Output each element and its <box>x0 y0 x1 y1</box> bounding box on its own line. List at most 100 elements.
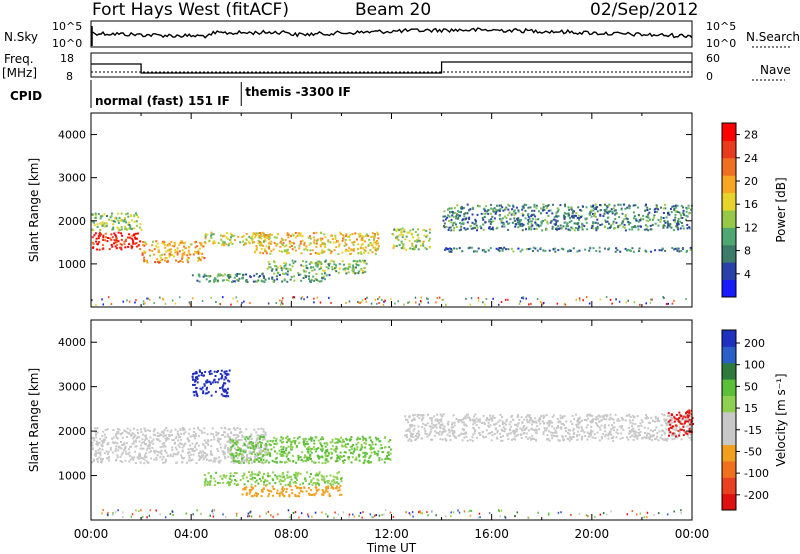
power-cell <box>344 241 346 244</box>
power-cell <box>127 215 130 218</box>
velocity-cell <box>473 415 476 418</box>
velocity-cell <box>692 423 694 425</box>
power-cell <box>283 264 286 267</box>
velocity-cell <box>91 437 94 440</box>
power-cell <box>371 251 374 254</box>
power-cell <box>111 236 114 239</box>
velocity-cell <box>600 424 603 427</box>
power-cell <box>207 275 210 277</box>
power-cell <box>203 257 206 259</box>
velocity-ground-cell <box>643 516 645 519</box>
power-cell <box>344 269 347 272</box>
power-cell <box>498 247 501 250</box>
power-ground-cell <box>91 299 93 302</box>
velocity-cell <box>249 446 252 448</box>
velocity-cell <box>353 447 356 450</box>
velocity-cell <box>652 430 654 433</box>
velocity-cell <box>577 417 580 420</box>
power-cell <box>281 280 284 283</box>
power-cell <box>599 213 602 216</box>
power-cell <box>647 215 649 218</box>
velocity-cell <box>219 438 222 440</box>
velocity-ground-cell <box>411 511 414 514</box>
velocity-cell <box>269 439 272 442</box>
velocity-cell <box>229 453 232 456</box>
power-cell <box>500 204 502 207</box>
velocity-cell <box>290 441 293 444</box>
power-cell <box>614 209 617 212</box>
velocity-cell <box>232 458 235 461</box>
power-cell <box>370 243 373 246</box>
power-cell <box>304 270 307 273</box>
power-cell <box>130 247 133 250</box>
velocity-cell <box>182 457 185 460</box>
power-cell <box>120 243 123 246</box>
velocity-cell <box>273 442 276 445</box>
power-cell <box>302 269 305 272</box>
power-cell <box>165 250 168 253</box>
power-ground-cell <box>267 302 270 305</box>
power-cell <box>254 236 257 239</box>
velocity-cell <box>304 437 307 440</box>
velocity-cell <box>272 494 274 497</box>
power-cell <box>210 236 213 239</box>
velocity-cell <box>683 429 685 432</box>
velocity-cell <box>175 448 178 451</box>
power-cell <box>613 209 616 212</box>
velocity-cell <box>216 481 219 484</box>
velocity-cell <box>294 485 297 487</box>
power-cell <box>514 225 517 228</box>
power-cell <box>117 240 120 243</box>
velocity-cell <box>619 425 622 428</box>
velocity-cell <box>223 382 225 385</box>
power-cell <box>140 228 143 231</box>
velocity-cell <box>219 373 222 375</box>
velocity-cell <box>217 437 220 440</box>
velocity-cell <box>150 450 152 453</box>
velocity-cell <box>578 416 581 419</box>
velocity-cell <box>638 432 641 434</box>
velocity-cell <box>265 451 268 454</box>
power-cell <box>196 245 199 248</box>
power-cell <box>595 229 598 232</box>
power-ground-cell <box>110 303 113 305</box>
power-cell <box>674 216 677 219</box>
velocity-cell <box>643 436 646 439</box>
velocity-cell <box>123 447 126 450</box>
velocity-cell <box>117 428 119 431</box>
power-cell <box>329 241 332 244</box>
velocity-cell <box>605 415 608 418</box>
velocity-cell <box>259 435 262 438</box>
power-ground-cell <box>528 303 530 306</box>
velocity-cell <box>370 439 372 442</box>
power-cell <box>165 257 168 259</box>
velocity-cell <box>183 428 186 431</box>
velocity-cell <box>425 424 428 427</box>
velocity-cell <box>644 417 647 420</box>
power-cell <box>159 256 162 259</box>
power-cell <box>114 233 117 236</box>
velocity-cell <box>505 423 507 426</box>
power-ground-cell <box>313 301 315 304</box>
velocity-cell <box>296 486 299 489</box>
power-cell <box>209 275 212 278</box>
velocity-cell <box>672 415 675 418</box>
velocity-cell <box>242 454 245 457</box>
velocity-cell <box>669 416 672 419</box>
power-cell <box>231 281 233 283</box>
power-cell <box>141 253 144 256</box>
velocity-cell <box>328 494 331 497</box>
velocity-cell <box>337 456 339 459</box>
velocity-cell <box>308 493 311 496</box>
power-cell <box>527 215 530 218</box>
power-cell <box>323 272 326 275</box>
velocity-ground-cell <box>470 510 473 512</box>
velocity-cell <box>525 418 528 421</box>
power-cell <box>481 217 484 219</box>
power-cell <box>315 262 318 265</box>
power-ground-cell <box>279 299 281 302</box>
velocity-cell <box>293 437 296 440</box>
power-cell <box>271 268 274 271</box>
velocity-cell <box>586 424 589 427</box>
power-cell <box>570 226 573 229</box>
